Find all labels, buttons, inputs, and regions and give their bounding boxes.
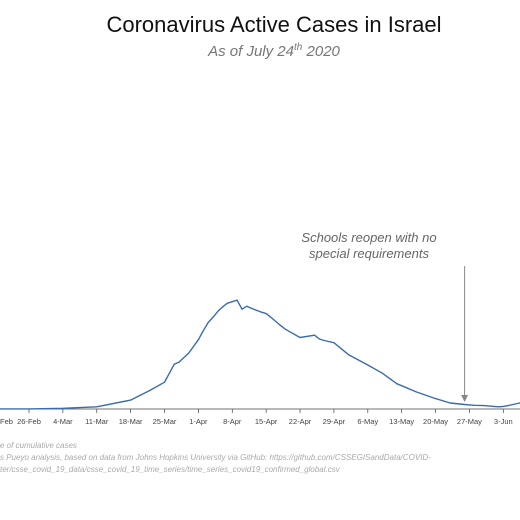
series-points — [28, 299, 514, 410]
data-point — [381, 372, 383, 374]
data-point — [483, 405, 485, 407]
x-tick-label: 1-Apr — [189, 417, 208, 426]
footnote-3: ter/csse_covid_19_data/csse_covid_19_tim… — [0, 465, 341, 474]
data-point — [222, 306, 224, 308]
data-point — [241, 308, 243, 310]
footnote-1: e of cumulative cases — [0, 441, 77, 450]
data-point — [236, 299, 238, 301]
data-point — [299, 336, 301, 339]
data-point — [202, 330, 204, 332]
data-point — [62, 407, 64, 409]
x-tick-label: 15-Apr — [255, 417, 278, 426]
x-tick-label: 22-Apr — [289, 417, 312, 426]
data-point — [207, 322, 209, 324]
data-point — [323, 339, 325, 342]
data-point — [130, 399, 132, 401]
x-tick-label: 25-Mar — [153, 417, 177, 426]
data-point — [217, 310, 219, 312]
x-tick-label: 11-Mar — [85, 417, 109, 426]
data-point — [502, 405, 504, 407]
data-point — [512, 403, 514, 406]
data-point — [96, 406, 98, 408]
data-point — [280, 325, 282, 327]
chart-title: Coronavirus Active Cases in Israel — [106, 12, 441, 37]
x-ticks — [28, 409, 504, 413]
data-point — [507, 405, 509, 407]
annotation-line-1: Schools reopen with no — [301, 230, 436, 245]
annotation-line-2: special requirements — [309, 246, 429, 261]
data-point — [270, 316, 272, 318]
chart-subtitle: As of July 24th 2020 — [207, 42, 340, 60]
x-tick-label: Feb — [0, 417, 13, 426]
x-tick-label: 26-Feb — [17, 417, 41, 426]
data-point — [473, 404, 475, 406]
data-point — [212, 316, 214, 318]
subtitle-year: 2020 — [302, 43, 340, 60]
data-point — [497, 406, 500, 408]
x-tick-label: 29-Apr — [323, 417, 346, 426]
data-point — [226, 302, 228, 304]
data-point — [163, 381, 166, 383]
x-tick-label: 18-Mar — [119, 417, 143, 426]
data-point — [265, 313, 267, 315]
data-point — [468, 404, 470, 406]
x-tick-label: 20-May — [423, 417, 448, 426]
x-tick-label: 6-May — [357, 417, 378, 426]
data-point — [260, 311, 262, 313]
series-line-active-cases — [0, 299, 520, 410]
x-tick-labels: Feb 26-Feb 4-Mar 11-Mar 18-Mar 25-Mar 1-Apr 8-A… — [0, 417, 513, 426]
x-tick-label: 4-Mar — [53, 417, 73, 426]
data-point — [347, 354, 349, 356]
x-tick-label: 13-May — [389, 417, 414, 426]
data-point — [188, 352, 190, 354]
data-point — [314, 334, 316, 336]
data-point — [318, 338, 320, 340]
data-point — [251, 307, 253, 309]
data-point — [178, 361, 180, 363]
data-point — [464, 403, 466, 406]
footnote-2: s Pueyo analysis, based on data from Joh… — [0, 453, 431, 462]
x-tick-label: 8-Apr — [223, 417, 242, 426]
data-point — [415, 391, 417, 393]
data-point — [197, 339, 199, 341]
data-point — [284, 328, 287, 330]
x-tick-label: 3-Jun — [494, 417, 513, 426]
data-point — [449, 402, 451, 404]
data-point — [333, 342, 335, 344]
annotation-arrowhead — [461, 395, 469, 402]
data-point — [28, 408, 30, 410]
x-tick-label: 27-May — [457, 417, 482, 426]
data-point — [367, 364, 369, 366]
data-point — [396, 383, 398, 385]
data-point — [231, 301, 233, 303]
subtitle-main: As of July 24 — [207, 43, 294, 60]
data-point — [173, 363, 175, 365]
data-point — [246, 305, 248, 307]
data-point — [435, 398, 437, 400]
data-point — [149, 389, 151, 391]
subtitle-superscript: th — [294, 42, 303, 53]
